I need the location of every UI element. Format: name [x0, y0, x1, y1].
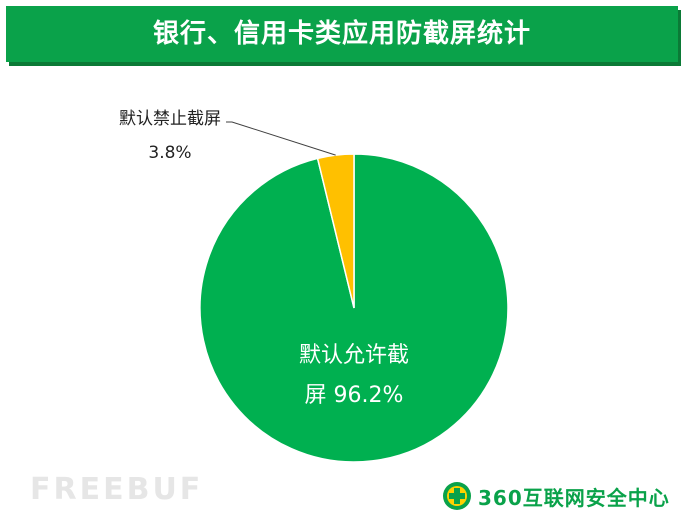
brand-text: 360互联网安全中心 [478, 485, 670, 510]
pie-label-0-line-0: 默认允许截 [299, 343, 409, 368]
title-banner: 银行、信用卡类应用防截屏统计 [6, 6, 678, 62]
360-shield-logo-icon [443, 482, 471, 510]
pie-label-1-line-0: 默认禁止截屏 [119, 109, 221, 129]
pie-label-0-line-1: 屏 96.2% [305, 383, 404, 408]
pie-label-1-line-1: 3.8% [148, 143, 191, 163]
brand: 360互联网安全中心 [442, 478, 670, 514]
pie-leader-line-1 [226, 121, 336, 156]
freebuf-watermark: FREEBUF [30, 472, 204, 507]
chart-title: 银行、信用卡类应用防截屏统计 [152, 19, 531, 49]
pie-label-1: 默认禁止截屏 3.8% [119, 109, 221, 163]
